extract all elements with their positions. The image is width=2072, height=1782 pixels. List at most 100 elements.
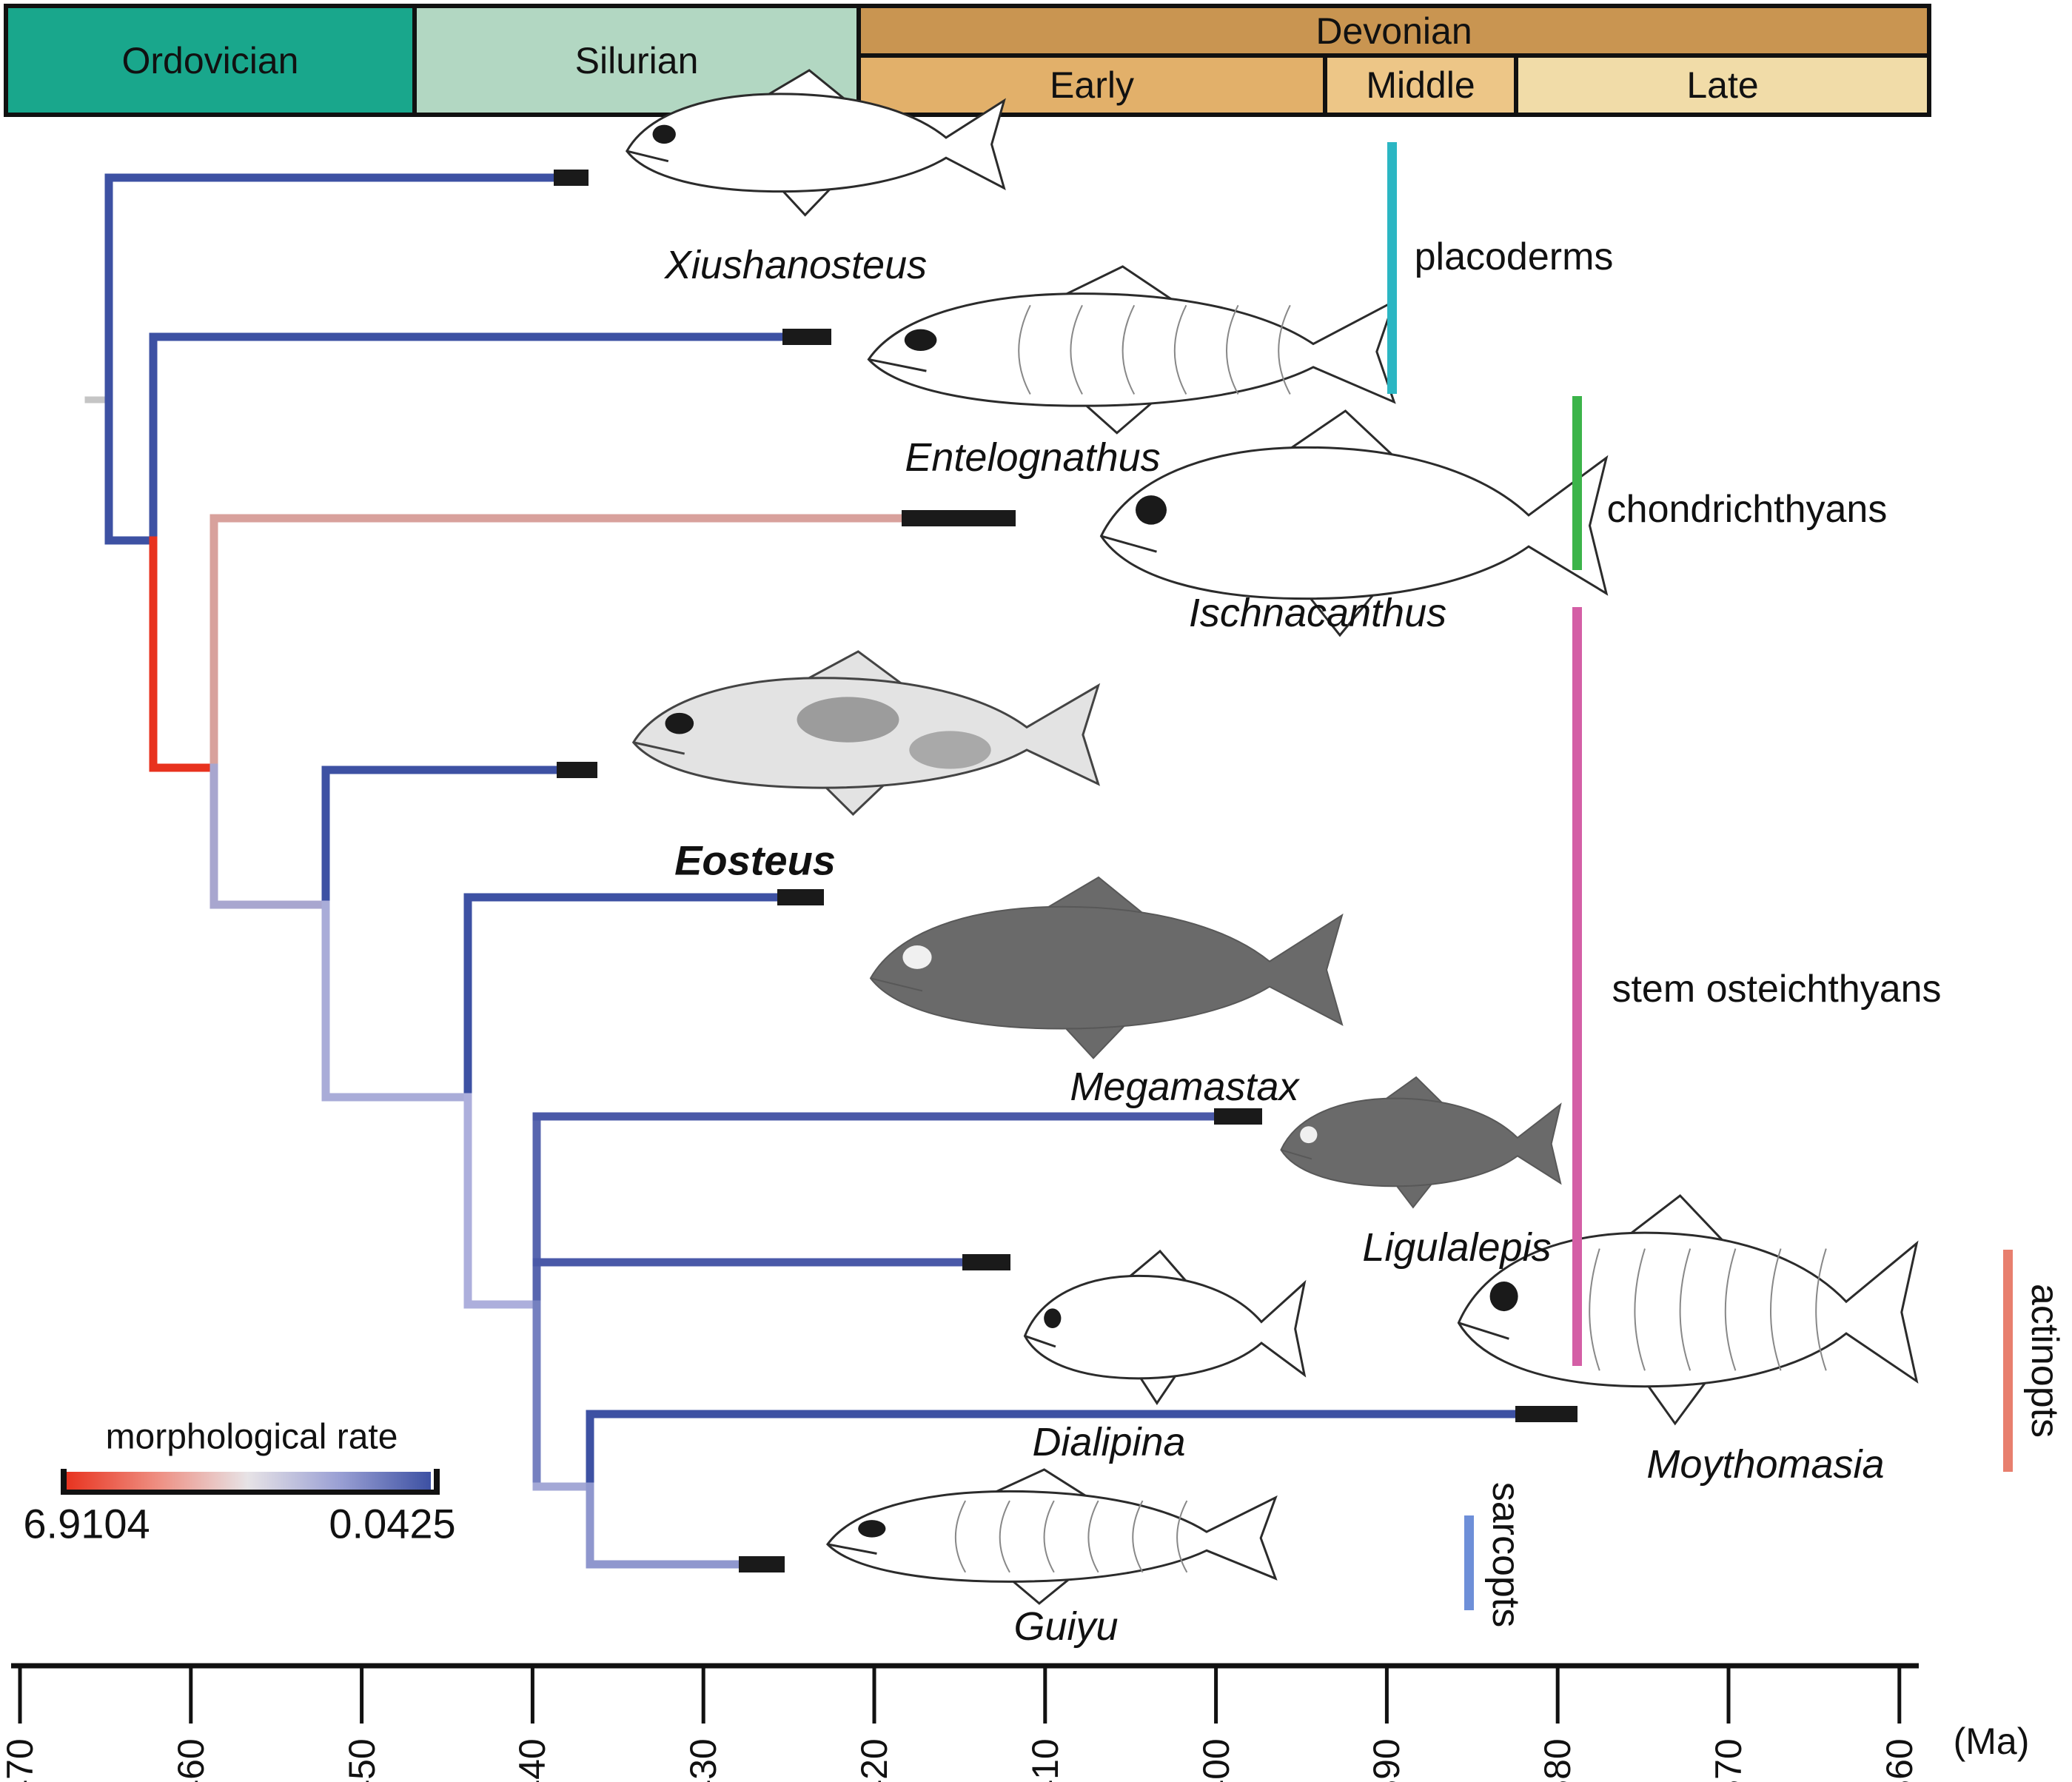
fish-scale-line — [1634, 1248, 1646, 1371]
fish-scale-line — [1070, 304, 1083, 395]
axis-tick-label-420: 420 — [854, 1738, 895, 1782]
tip-bar-guiyu — [739, 1556, 785, 1572]
legend-tick-max — [61, 1469, 67, 1495]
fish-eye — [1044, 1308, 1062, 1329]
clade-bar-placoderms — [1387, 142, 1397, 394]
tip-bar-entelognathus — [782, 329, 831, 345]
fish-eye — [902, 945, 932, 969]
fish-shade-patch — [909, 731, 991, 769]
fish-scale-line — [1087, 1500, 1099, 1573]
timescale-epoch-label-early: Early — [1050, 64, 1134, 106]
fish-xiushanosteus-illustration — [626, 69, 1006, 217]
fish-mouth — [827, 1543, 877, 1555]
fish-eye — [652, 124, 676, 144]
axis-tick-label-400: 400 — [1195, 1738, 1237, 1782]
taxon-label-xiushanosteus: Xiushanosteus — [664, 243, 928, 287]
tip-bar-ligulalepis — [1214, 1108, 1262, 1125]
tip-bar-ischnacanthus — [902, 510, 1016, 526]
timescale-epoch-middle — [1323, 53, 1518, 117]
fish-scale-line — [1724, 1248, 1737, 1371]
legend-title: morphological rate — [105, 1417, 398, 1457]
fish-body — [1280, 1097, 1562, 1188]
fish-eye — [665, 712, 694, 734]
fish-mouth — [868, 358, 927, 372]
fish-mouth — [633, 741, 685, 755]
fish-mouth — [870, 977, 923, 992]
fish-scale-line — [1132, 1500, 1144, 1573]
axis-tick-label-430: 430 — [683, 1738, 725, 1782]
fish-body — [626, 93, 1006, 193]
taxon-label-eosteus: Eosteus — [674, 837, 836, 884]
fish-mouth — [1101, 535, 1157, 553]
taxon-label-dialipina: Dialipina — [1032, 1420, 1186, 1464]
legend-max-value: 6.9104 — [23, 1500, 150, 1547]
fish-mouth — [626, 150, 669, 163]
axis-tick-label-370: 370 — [1708, 1738, 1749, 1782]
taxon-label-guiyu: Guiyu — [1013, 1604, 1119, 1649]
fish-scale-line — [1173, 304, 1187, 395]
fish-scale-line — [1043, 1500, 1055, 1573]
clade-bar-stem-osteichthyans — [1572, 607, 1582, 1366]
clade-label-placoderms: placoderms — [1414, 235, 1614, 278]
axis-unit-label: (Ma) — [1953, 1721, 2030, 1762]
axis-tick-label-410: 410 — [1024, 1738, 1066, 1782]
timescale-period-label-silurian: Silurian — [574, 39, 699, 81]
fish-scale-line — [1176, 1500, 1188, 1573]
fish-mouth — [1458, 1322, 1509, 1340]
axis-tick-label-450: 450 — [341, 1738, 383, 1782]
fish-shade-patch — [797, 697, 899, 743]
axis-tick-label-380: 380 — [1537, 1738, 1579, 1782]
taxon-label-entelognathus: Entelognathus — [905, 435, 1161, 480]
tip-bar-moythomasia — [1515, 1406, 1578, 1422]
timescale-period-label-devonian: Devonian — [1315, 10, 1472, 52]
fish-mouth — [1281, 1149, 1312, 1160]
fish-entelognathus-illustration — [867, 265, 1396, 435]
timescale-epoch-label-middle: Middle — [1366, 64, 1475, 106]
clade-bar-sarcopts — [1464, 1515, 1474, 1610]
fish-eye — [858, 1520, 886, 1538]
timescale-epoch-late — [1514, 53, 1931, 117]
timescale-epoch-label-late: Late — [1686, 64, 1759, 106]
fish-scale-line — [1018, 304, 1031, 395]
legend-min-value: 0.0425 — [329, 1500, 456, 1547]
legend-tick-min — [434, 1469, 440, 1495]
taxon-label-megamastax: Megamastax — [1070, 1065, 1299, 1109]
tip-bar-eosteus — [557, 762, 597, 778]
clade-bar-chondrichthyans — [1572, 396, 1582, 570]
clade-label-stem-osteichthyans: stem osteichthyans — [1612, 968, 1942, 1011]
fish-guiyu-illustration — [825, 1468, 1278, 1605]
fish-body — [1099, 446, 1609, 600]
fish-body — [867, 292, 1396, 407]
fish-eye — [1300, 1126, 1318, 1144]
clade-label-actinopts: actinopts — [2023, 1283, 2066, 1438]
fish-scale-line — [1815, 1248, 1827, 1371]
fish-body — [1023, 1274, 1307, 1380]
fish-megamastax-illustration — [869, 876, 1344, 1059]
axis-tick-label-390: 390 — [1366, 1738, 1408, 1782]
timescale-period-ordovician — [4, 4, 417, 117]
fish-scale-line — [999, 1500, 1010, 1573]
tip-bar-dialipina — [962, 1254, 1010, 1270]
fish-eye — [904, 329, 937, 351]
fish-body — [869, 905, 1344, 1030]
fish-ischnacanthus-illustration — [1099, 409, 1609, 637]
fish-dialipina-illustration — [1023, 1249, 1307, 1405]
axis-tick-label-470: 470 — [0, 1738, 41, 1782]
fish-body — [825, 1490, 1278, 1583]
axis-tick-label-360: 360 — [1878, 1738, 1920, 1782]
fish-scale-line — [1770, 1248, 1782, 1371]
fish-ligulalepis-illustration — [1280, 1076, 1562, 1209]
fish-scale-line — [1278, 304, 1291, 395]
taxon-label-ligulalepis: Ligulalepis — [1362, 1225, 1552, 1270]
fish-eye — [1489, 1281, 1518, 1312]
fish-scale-line — [954, 1500, 967, 1573]
fish-scale-line — [1679, 1248, 1692, 1371]
tip-bar-megamastax — [777, 889, 824, 905]
clade-label-chondrichthyans: chondrichthyans — [1606, 488, 1888, 531]
fish-eosteus-illustration — [631, 650, 1101, 816]
fish-scale-line — [1226, 304, 1239, 395]
timescale-period-label-ordovician: Ordovician — [121, 39, 299, 81]
tip-bar-xiushanosteus — [554, 170, 589, 186]
